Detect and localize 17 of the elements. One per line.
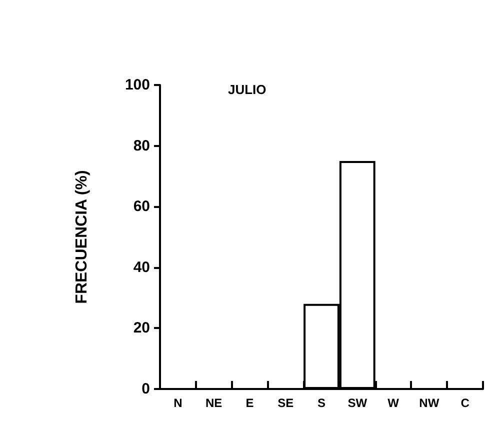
y-tick-label: 100: [124, 76, 150, 94]
x-tick-label: NW: [419, 396, 440, 410]
y-tick-label: 80: [133, 137, 150, 154]
y-tick-label: 20: [133, 320, 150, 337]
x-tick-label: N: [174, 396, 182, 410]
y-tick-label: 60: [133, 198, 150, 216]
x-tick-label: S: [317, 396, 326, 410]
x-tick-label: SE: [278, 396, 294, 410]
x-tick-label: SW: [348, 396, 368, 410]
x-tick-label: E: [246, 396, 254, 410]
x-tick-label: C: [460, 396, 470, 410]
y-tick-label: 40: [133, 258, 150, 276]
x-tick-label: NE: [205, 396, 222, 410]
x-tick-label: W: [388, 396, 400, 410]
y-tick-label: 0: [142, 380, 150, 398]
y-axis-title: FRECUENCIA (%): [74, 170, 90, 304]
chart-title: JULIO: [228, 82, 266, 97]
